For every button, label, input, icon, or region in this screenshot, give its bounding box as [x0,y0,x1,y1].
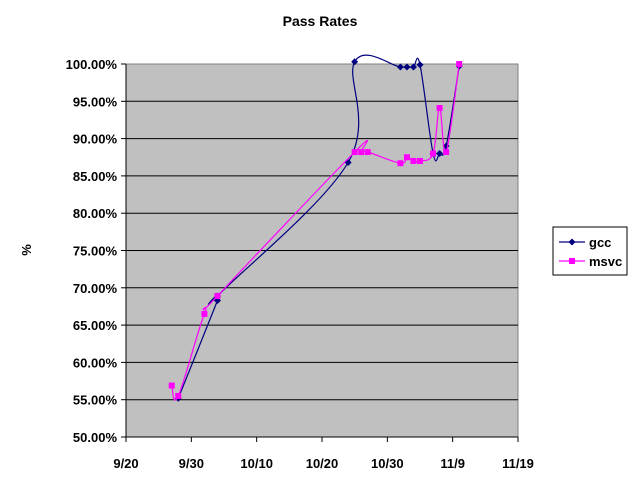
chart-title: Pass Rates [283,13,358,29]
legend: gcc msvc [552,226,628,276]
x-tick-label: 9/20 [113,456,138,471]
y-axis-ticks: 50.00% 55.00% 60.00% 65.00% 70.00% 75.00% 80.0… [66,57,126,445]
data-point-msvc [397,160,404,167]
data-point-gcc [351,58,359,66]
data-point-msvc [214,293,221,300]
x-tick-label: 10/10 [240,456,273,471]
y-tick-label: 90.00% [73,132,118,147]
data-point-msvc [436,105,443,112]
y-tick-label: 75.00% [73,244,118,259]
data-point-msvc [351,149,358,156]
y-axis-label: % [19,244,34,256]
data-point-msvc [175,392,182,399]
data-point-msvc [364,149,371,156]
x-tick-label: 11/19 [502,456,534,471]
x-tick-label: 11/9 [440,456,465,471]
x-tick-label: 10/30 [371,456,404,471]
legend-marker-gcc [568,238,576,246]
data-point-gcc [403,63,411,71]
data-point-msvc [358,149,365,156]
data-point-msvc [430,150,437,157]
legend-box [552,226,628,276]
y-tick-label: 55.00% [73,393,118,408]
series-line-msvc [171,63,460,401]
y-tick-label: 50.00% [73,430,118,445]
y-tick-label: 80.00% [73,206,118,221]
legend-label-msvc: msvc [589,254,622,269]
y-tick-label: 65.00% [73,318,118,333]
data-point-msvc [201,310,208,317]
data-point-msvc [403,154,410,161]
y-tick-label: 85.00% [73,169,118,184]
y-tick-label: 100.00% [66,57,118,72]
data-point-msvc [417,157,423,164]
data-point-gcc [436,150,444,158]
data-point-gcc [396,63,404,71]
data-point-msvc [443,149,450,156]
series-layer [168,54,463,402]
x-axis-ticks: 9/20 9/30 10/10 10/20 10/30 11/9 11/19 [113,437,534,471]
data-point-gcc [409,63,417,71]
data-point-msvc [168,382,175,389]
y-tick-label: 60.00% [73,355,118,370]
data-point-msvc [410,157,417,164]
data-point-msvc [456,61,463,67]
x-tick-label: 9/30 [179,456,204,471]
data-point-gcc [416,61,424,69]
legend-marker-msvc [569,258,575,264]
x-tick-label: 10/20 [306,456,339,471]
gridlines [126,100,518,401]
y-tick-label: 95.00% [73,94,118,109]
legend-label-gcc: gcc [589,235,611,250]
y-tick-label: 70.00% [73,281,118,296]
